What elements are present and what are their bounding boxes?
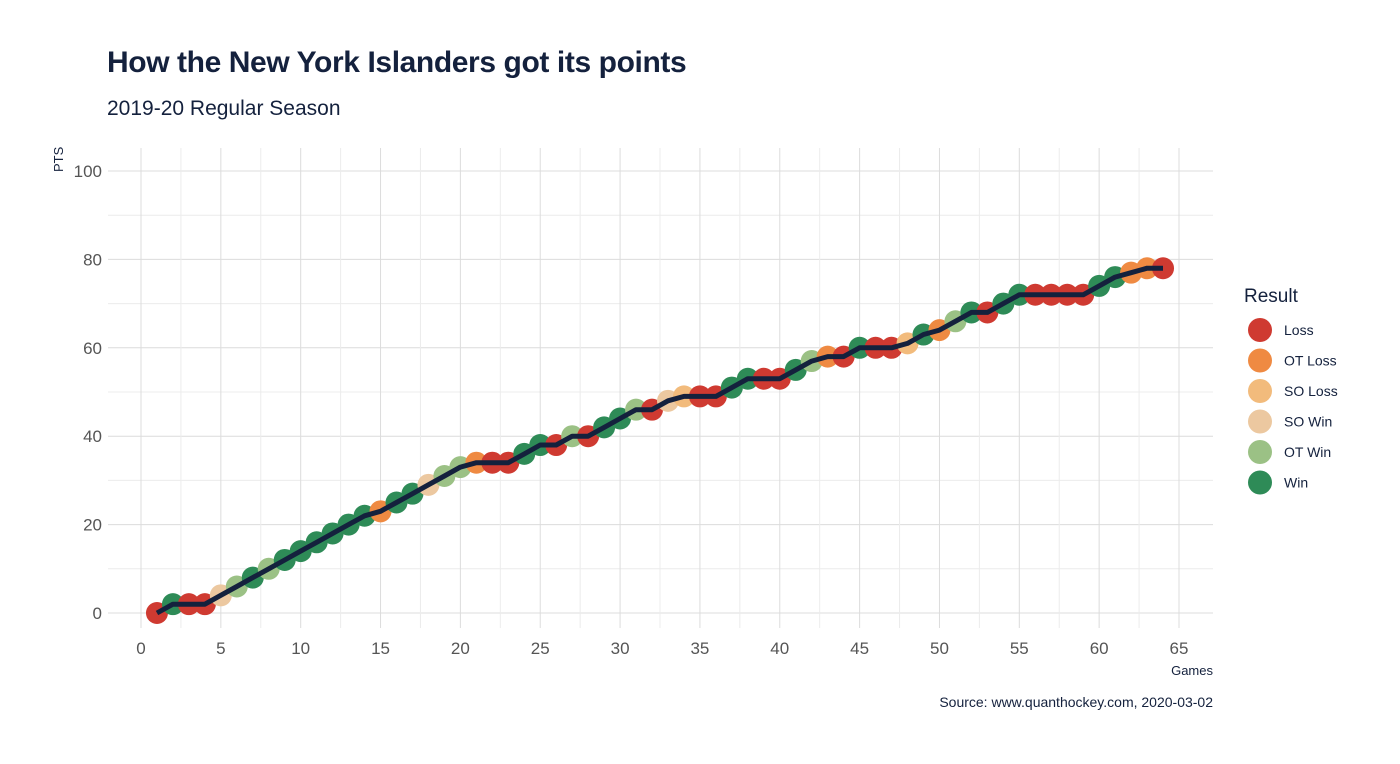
source-note: Source: www.quanthockey.com, 2020-03-02 bbox=[939, 694, 1213, 710]
legend: Result Loss OT Loss SO Loss SO Win OT Win Win bbox=[1244, 286, 1338, 495]
y-tick-label: 100 bbox=[74, 162, 102, 181]
y-tick-label: 20 bbox=[83, 516, 102, 535]
legend-key bbox=[1248, 409, 1272, 434]
cumulative-points-line bbox=[155, 265, 1163, 616]
x-tick-label: 65 bbox=[1170, 639, 1189, 658]
x-tick-label: 50 bbox=[930, 639, 949, 658]
legend-key bbox=[1248, 348, 1272, 373]
y-tick-label: 0 bbox=[93, 604, 102, 623]
x-tick-labels: 0 5 10 15 20 25 30 35 40 45 50 55 60 65 bbox=[136, 639, 1188, 658]
x-tick-label: 0 bbox=[136, 639, 145, 658]
x-tick-label: 25 bbox=[531, 639, 550, 658]
chart-subtitle: 2019-20 Regular Season bbox=[107, 97, 341, 120]
x-tick-label: 55 bbox=[1010, 639, 1029, 658]
x-tick-label: 10 bbox=[291, 639, 310, 658]
legend-label: OT Win bbox=[1284, 444, 1331, 460]
legend-label: SO Loss bbox=[1284, 383, 1338, 399]
x-tick-label: 5 bbox=[216, 639, 225, 658]
legend-title: Result bbox=[1244, 286, 1299, 307]
x-tick-label: 20 bbox=[451, 639, 470, 658]
x-tick-label: 15 bbox=[371, 639, 390, 658]
legend-key bbox=[1248, 440, 1272, 464]
y-tick-label: 40 bbox=[83, 427, 102, 446]
legend-key bbox=[1248, 379, 1272, 403]
x-tick-label: 30 bbox=[611, 639, 630, 658]
x-tick-label: 40 bbox=[770, 639, 789, 658]
legend-label: OT Loss bbox=[1284, 353, 1337, 369]
legend-label: SO Win bbox=[1284, 414, 1332, 430]
x-tick-label: 45 bbox=[850, 639, 869, 658]
grid-lines bbox=[108, 148, 1213, 628]
game-point bbox=[1152, 257, 1175, 280]
legend-key bbox=[1248, 318, 1272, 342]
y-axis-title: PTS bbox=[51, 146, 66, 172]
legend-label: Loss bbox=[1284, 322, 1314, 338]
x-tick-label: 60 bbox=[1090, 639, 1109, 658]
x-tick-label: 35 bbox=[690, 639, 709, 658]
y-tick-labels: 0 20 40 60 80 100 bbox=[74, 162, 102, 623]
y-tick-label: 60 bbox=[83, 339, 102, 358]
legend-key bbox=[1248, 470, 1272, 495]
legend-label: Win bbox=[1284, 475, 1308, 491]
y-tick-label: 80 bbox=[83, 250, 102, 269]
x-axis-title: Games bbox=[1171, 663, 1213, 678]
chart-title: How the New York Islanders got its point… bbox=[107, 46, 687, 79]
